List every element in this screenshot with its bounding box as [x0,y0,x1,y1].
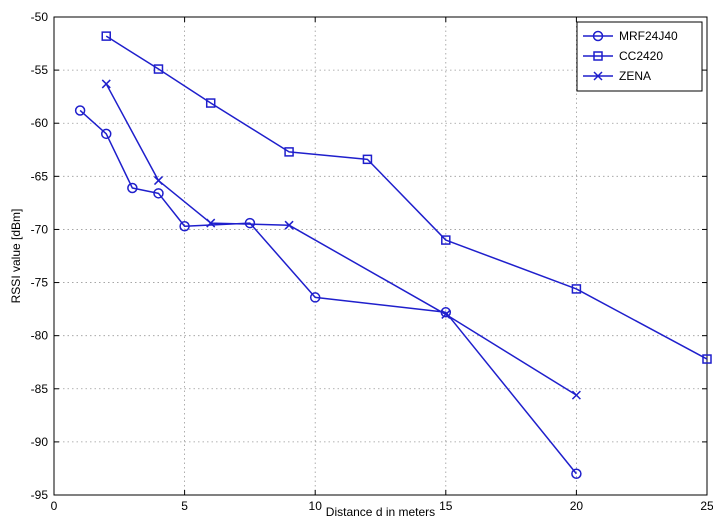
x-tick-label: 15 [439,499,453,513]
data-point-mrf24j40 [127,182,138,194]
data-point-mrf24j40 [179,221,190,232]
data-point-zena [206,218,216,228]
y-tick-label: -65 [31,169,49,183]
series-line-mrf24j40 [79,109,577,475]
y-tick-label: -90 [31,435,49,449]
data-point-zena-stroke [153,176,164,186]
data-point-cc2420 [284,147,294,157]
legend-marker-zena [593,71,603,81]
y-tick-label: -95 [31,488,49,502]
data-point-cc2420 [153,64,164,74]
grid [54,17,707,495]
data-point-mrf24j40 [244,217,256,229]
data-point-zena-stroke [441,309,451,319]
legend-label-zena: ZENA [619,69,651,83]
plot-background [54,17,707,495]
legend-marker-mrf24j40 [592,30,604,42]
x-tick-label: 10 [309,499,323,513]
y-tick-label: -80 [31,329,49,343]
y-tick-label: -50 [31,10,49,24]
legend-marker-zena-stroke [593,71,603,81]
series-line-zena [105,83,577,396]
data-point-zena [571,390,581,400]
data-point-cc2420 [101,31,111,41]
axis-ticks: 0 5 10 15 20 25 -95 -90 -85 -80 -75 -70 -65 -60 -55 -50 [31,10,713,513]
series-line-cc2420 [105,35,708,360]
data-point-mrf24j40 [153,188,164,199]
data-point-zena [284,220,294,230]
x-tick-label: 20 [570,499,584,513]
legend-marker-cc2420 [593,51,603,61]
x-tick-label: 0 [51,499,58,513]
y-tick-label: -85 [31,382,49,396]
data-point-cc2420 [702,354,712,364]
y-tick-label: -60 [31,116,49,130]
legend-label-cc2420: CC2420 [619,49,663,63]
data-point-cc2420 [362,154,373,165]
y-tick-label: -70 [31,222,49,236]
data-point-zena [153,176,164,186]
y-tick-label: -75 [31,276,49,290]
y-tick-label: -55 [31,63,49,77]
series-group [74,31,712,480]
data-point-zena-stroke [571,390,581,400]
data-point-mrf24j40 [74,105,86,116]
data-point-zena-stroke [284,220,294,230]
data-point-mrf24j40 [309,292,321,303]
data-point-zena [101,79,111,89]
data-point-cc2420 [571,284,582,294]
data-point-cc2420 [441,235,451,245]
data-point-cc2420 [205,98,216,108]
plot-frame [53,16,708,496]
x-tick-label: 5 [181,499,188,513]
data-point-mrf24j40 [571,468,582,480]
data-point-zena-stroke [101,79,111,89]
y-axis-title: RSSI value [dBm] [9,209,23,304]
data-point-zena-stroke [206,218,216,228]
x-tick-label: 25 [700,499,713,513]
legend: MRF24J40 CC2420 ZENA [576,21,703,92]
data-point-zena [441,309,451,319]
legend-label-mrf24j40: MRF24J40 [619,29,678,43]
data-point-mrf24j40 [100,128,112,140]
x-axis-title: Distance d in meters [326,505,435,519]
